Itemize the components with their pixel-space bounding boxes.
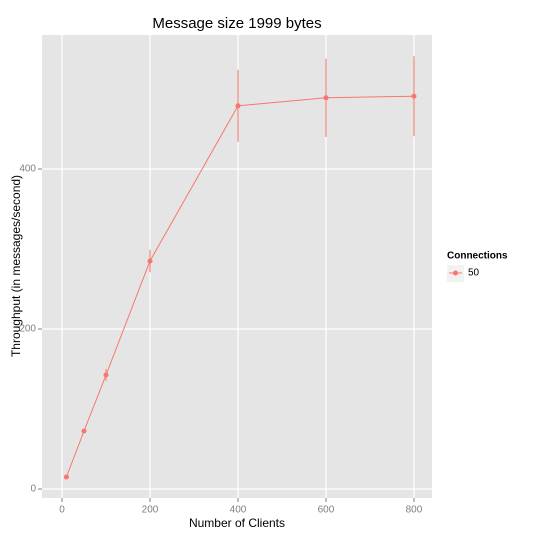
data-point: [235, 103, 241, 109]
data-point: [103, 372, 109, 378]
x-tick-label: 400: [230, 505, 247, 516]
data-point: [323, 95, 329, 101]
data-point: [63, 474, 69, 480]
y-tick-label: 0: [30, 484, 36, 495]
y-axis-label: Throughput (in messages/second): [9, 175, 23, 357]
x-tick-label: 200: [142, 505, 159, 516]
x-tick-label: 800: [406, 505, 423, 516]
legend-point: [453, 270, 458, 276]
y-tick-label: 200: [19, 324, 36, 335]
data-point: [81, 428, 87, 434]
x-tick-label: 0: [59, 505, 65, 516]
plot-panel: [42, 35, 432, 498]
data-point: [147, 258, 153, 264]
legend-label: 50: [468, 268, 480, 279]
x-axis-label: Number of Clients: [189, 516, 285, 530]
chart-title: Message size 1999 bytes: [152, 15, 321, 32]
data-point: [411, 93, 417, 99]
legend-title: Connections: [447, 251, 508, 262]
x-tick-label: 600: [318, 505, 335, 516]
y-tick-label: 400: [19, 164, 36, 175]
